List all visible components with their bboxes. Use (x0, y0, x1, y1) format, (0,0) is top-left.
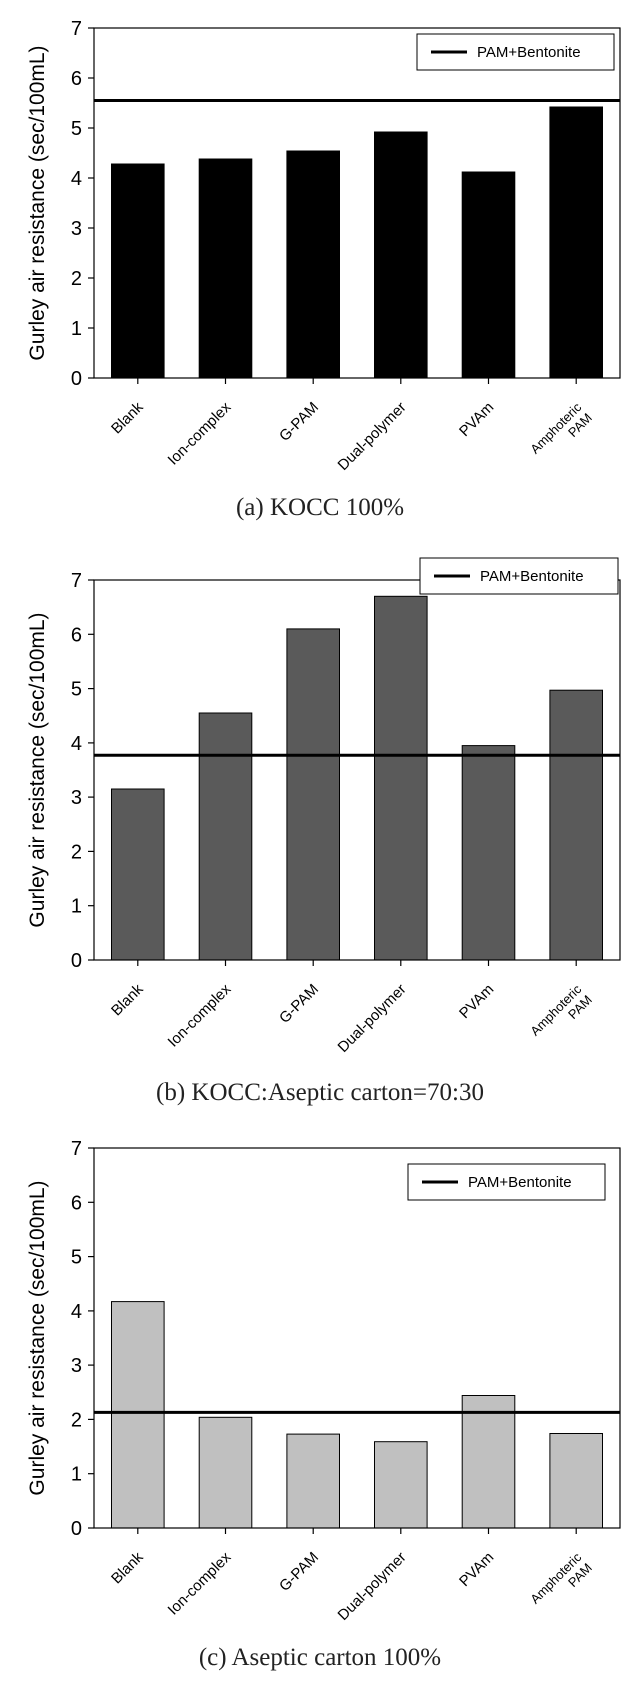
bar-5 (461, 171, 516, 379)
x-category-label: G-PAM (276, 981, 322, 1027)
x-category-label-line: G-PAM (276, 981, 322, 1027)
y-tick-label: 1 (71, 1464, 82, 1486)
y-tick-label: 2 (71, 841, 82, 863)
x-category-label-line: Dual-polymer (335, 399, 410, 474)
y-tick-label: 1 (71, 318, 82, 340)
bar-6 (549, 1433, 604, 1529)
panel-3: 0 1 2 3 4 5 6 7 Blank Ion-complex G-PAM Dual-polyme… (26, 1138, 621, 1671)
x-category-label: PVAm (456, 1549, 497, 1590)
bar-3 (286, 1433, 340, 1529)
y-tick-label: 5 (71, 1247, 82, 1269)
x-category-label-line: PVAm (456, 1549, 497, 1590)
x-category-label: Ion-complex (165, 1548, 235, 1618)
y-tick-label: 0 (71, 368, 82, 390)
x-category-label: Dual-polymer (335, 399, 410, 474)
panel-caption: (c) Aseptic carton 100% (199, 1644, 441, 1671)
y-tick-label: 7 (71, 570, 82, 592)
y-tick-label: 7 (71, 18, 82, 40)
x-category-label: PVAm (456, 981, 497, 1022)
y-tick-label: 4 (71, 1301, 82, 1323)
x-category-label: Ion-complex (165, 398, 235, 468)
y-tick-label: 2 (71, 268, 82, 290)
plot-frame (93, 1147, 621, 1529)
y-tick-label: 0 (71, 950, 82, 972)
y-tick-label: 3 (71, 1355, 82, 1377)
x-category-label-line: Blank (108, 980, 147, 1019)
x-category-label-line: Ion-complex (165, 398, 235, 468)
x-category-label: Dual-polymer (335, 981, 410, 1056)
x-category-label: Dual-polymer (335, 1549, 410, 1624)
y-tick-label: 6 (71, 1192, 82, 1214)
x-category-label: G-PAM (276, 399, 322, 445)
x-category-label-line: Ion-complex (165, 980, 235, 1050)
plot-frame (93, 579, 621, 961)
bar-1 (111, 163, 165, 379)
legend: PAM+Bentonite (419, 557, 619, 595)
x-category-label-line: Blank (108, 398, 147, 437)
x-category-label: Ion-complex (165, 980, 235, 1050)
legend-label: PAM+Bentonite (468, 1174, 572, 1191)
y-tick-label: 6 (71, 624, 82, 646)
bar-4 (374, 595, 428, 961)
panel-caption: (b) KOCC:Aseptic carton=70:30 (156, 1079, 484, 1106)
y-tick-label: 3 (71, 218, 82, 240)
y-tick-label: 3 (71, 787, 82, 809)
bar-6 (549, 689, 604, 961)
y-axis-label: Gurley air resistance (sec/100mL) (26, 45, 49, 360)
y-tick-label: 5 (71, 679, 82, 701)
bar-4 (374, 1441, 428, 1529)
x-category-label: G-PAM (276, 1549, 322, 1595)
x-category-label-line: G-PAM (276, 1549, 322, 1595)
bar-3 (286, 628, 340, 961)
bar-6 (549, 106, 604, 379)
panel-caption: (a) KOCC 100% (236, 494, 404, 521)
panel-2: 0 1 2 3 4 5 6 7 Blank Ion-complex G-PAM Dual-polyme… (26, 557, 621, 1106)
legend-label: PAM+Bentonite (477, 44, 581, 61)
y-tick-label: 5 (71, 118, 82, 140)
bar-1 (111, 788, 165, 961)
x-category-label-line: Blank (108, 1548, 147, 1587)
y-tick-label: 7 (71, 1138, 82, 1160)
legend-label: PAM+Bentonite (480, 568, 584, 585)
x-category-label: AmphotericPAM (527, 399, 595, 467)
bar-2 (198, 158, 253, 379)
panel-1: 0 1 2 3 4 5 6 7 Blank Ion-complex G-PAM Dual-polyme… (26, 18, 621, 521)
bar-2 (198, 1416, 253, 1529)
bar-2 (198, 712, 253, 961)
bar-1 (111, 1301, 165, 1529)
y-axis-label: Gurley air resistance (sec/100mL) (26, 1180, 49, 1495)
x-category-label: Blank (108, 980, 147, 1019)
y-tick-label: 2 (71, 1409, 82, 1431)
x-category-label-line: PVAm (456, 981, 497, 1022)
x-category-label: PVAm (456, 399, 497, 440)
y-axis-label: Gurley air resistance (sec/100mL) (26, 612, 49, 927)
y-tick-label: 4 (71, 168, 82, 190)
x-category-label: Blank (108, 1548, 147, 1587)
bar-3 (286, 150, 340, 379)
x-category-label: AmphotericPAM (527, 981, 595, 1049)
x-category-label-line: PVAm (456, 399, 497, 440)
bar-4 (374, 131, 428, 379)
bar-5 (461, 1395, 516, 1529)
x-category-label-line: Ion-complex (165, 1548, 235, 1618)
plot-frame (93, 27, 621, 379)
x-category-label: AmphotericPAM (527, 1549, 595, 1617)
x-category-label: Blank (108, 398, 147, 437)
legend: PAM+Bentonite (416, 33, 615, 71)
x-category-label-line: G-PAM (276, 399, 322, 445)
x-category-label-line: Dual-polymer (335, 981, 410, 1056)
y-tick-label: 1 (71, 896, 82, 918)
bar-5 (461, 745, 516, 961)
y-tick-label: 0 (71, 1518, 82, 1540)
legend: PAM+Bentonite (407, 1163, 606, 1201)
x-category-label-line: Dual-polymer (335, 1549, 410, 1624)
y-tick-label: 4 (71, 733, 82, 755)
y-tick-label: 6 (71, 68, 82, 90)
